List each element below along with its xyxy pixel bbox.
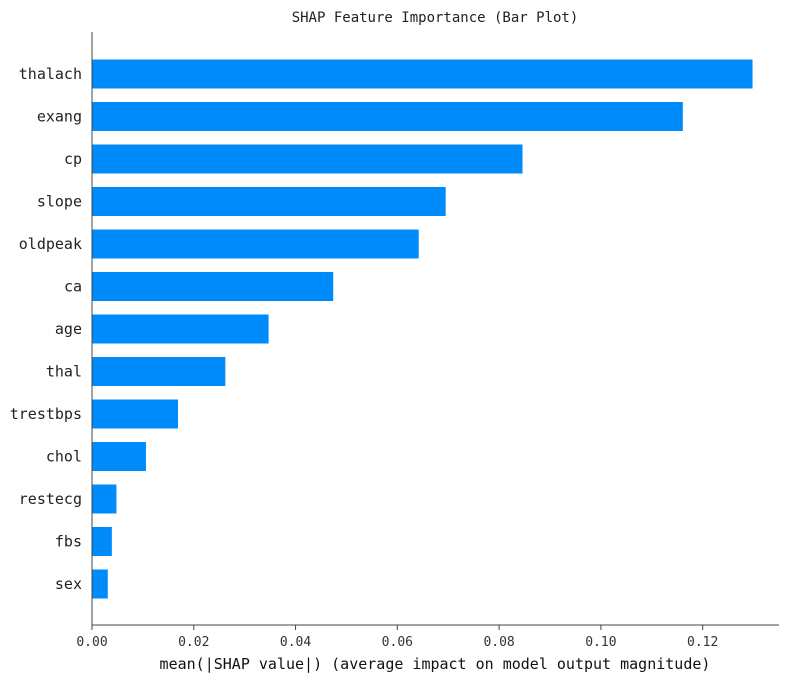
bar-ca <box>92 272 334 301</box>
bar-thalach <box>92 59 753 89</box>
category-label-thalach: thalach <box>19 65 82 83</box>
category-label-cp: cp <box>64 150 82 168</box>
bar-fbs <box>92 527 112 556</box>
x-tick-label: 0.12 <box>687 635 718 650</box>
category-label-restecg: restecg <box>19 490 82 508</box>
bar-exang <box>92 102 683 131</box>
bar-slope <box>92 187 446 216</box>
category-label-fbs: fbs <box>55 533 82 551</box>
bar-chol <box>92 442 146 471</box>
x-tick-label: 0.04 <box>280 635 311 650</box>
bars-group <box>92 59 753 599</box>
x-tick-label: 0.02 <box>178 635 209 650</box>
category-label-exang: exang <box>37 108 82 126</box>
bar-cp <box>92 144 523 174</box>
category-label-ca: ca <box>64 278 82 296</box>
category-label-slope: slope <box>37 193 82 211</box>
bar-age <box>92 314 269 344</box>
chart-title: SHAP Feature Importance (Bar Plot) <box>292 10 579 26</box>
x-tick-label: 0.08 <box>483 635 514 650</box>
category-label-trestbps: trestbps <box>10 405 82 423</box>
x-tick-label: 0.06 <box>382 635 413 650</box>
bar-sex <box>92 569 108 599</box>
category-label-oldpeak: oldpeak <box>19 235 82 253</box>
category-label-thal: thal <box>46 363 82 381</box>
category-label-sex: sex <box>55 575 82 593</box>
category-labels: thalach exang cp slope oldpeak ca age thal trest… <box>10 65 82 593</box>
bar-trestbps <box>92 399 179 429</box>
category-label-chol: chol <box>46 448 82 466</box>
x-tick-label: 0.00 <box>76 635 107 650</box>
bar-restecg <box>92 484 117 514</box>
bar-oldpeak <box>92 229 419 259</box>
bar-thal <box>92 357 226 386</box>
x-axis-ticks: 0.00 0.02 0.04 0.06 0.08 0.10 0.12 <box>76 625 718 650</box>
x-axis-title: mean(|SHAP value|) (average impact on mo… <box>160 655 711 673</box>
x-tick-label: 0.10 <box>585 635 616 650</box>
category-label-age: age <box>55 320 82 338</box>
